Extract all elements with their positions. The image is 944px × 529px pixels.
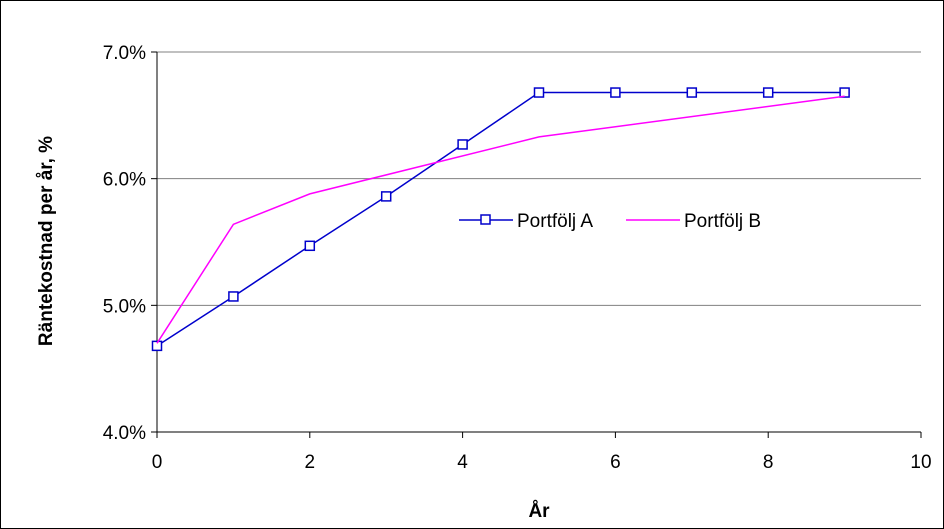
data-point-marker xyxy=(686,87,698,98)
x-tick-label: 4 xyxy=(457,452,468,473)
x-tick-label: 10 xyxy=(910,452,931,473)
data-point-marker xyxy=(228,291,239,302)
series-line-0 xyxy=(156,91,845,347)
data-point-marker xyxy=(533,87,545,98)
series-layer xyxy=(151,87,850,352)
x-tick-label: 0 xyxy=(152,452,163,473)
x-tick-label: 2 xyxy=(305,452,316,473)
legend-label-portfolj-a: Portfölj A xyxy=(517,211,593,232)
y-tick-label: 5.0% xyxy=(103,296,146,317)
y-tick-label: 7.0% xyxy=(103,43,146,64)
data-point-marker xyxy=(380,191,392,202)
data-point-marker xyxy=(762,87,774,98)
legend: Portfölj A Portfölj B xyxy=(459,211,761,232)
legend-marker-portfolj-a xyxy=(480,214,491,225)
data-point-marker xyxy=(610,87,621,98)
data-point-marker xyxy=(457,139,468,150)
legend-label-portfolj-b: Portfölj B xyxy=(684,211,761,232)
y-tick-labels: 4.0% 5.0% 6.0% 7.0% xyxy=(103,43,146,444)
y-tick-label: 6.0% xyxy=(103,170,146,191)
x-tick-label: 8 xyxy=(763,452,774,473)
data-point-marker xyxy=(151,340,163,352)
x-tick-labels: 0 2 4 6 8 10 xyxy=(152,452,932,473)
axes xyxy=(151,51,922,438)
x-tick-label: 6 xyxy=(610,452,621,473)
x-axis-title: År xyxy=(528,501,550,522)
data-point-marker xyxy=(839,87,850,98)
y-axis-title: Räntekostnad per år, % xyxy=(36,136,57,346)
y-tick-label: 4.0% xyxy=(103,423,146,444)
series-line-1 xyxy=(156,95,845,344)
data-point-marker xyxy=(304,240,316,252)
gridlines xyxy=(157,51,921,306)
